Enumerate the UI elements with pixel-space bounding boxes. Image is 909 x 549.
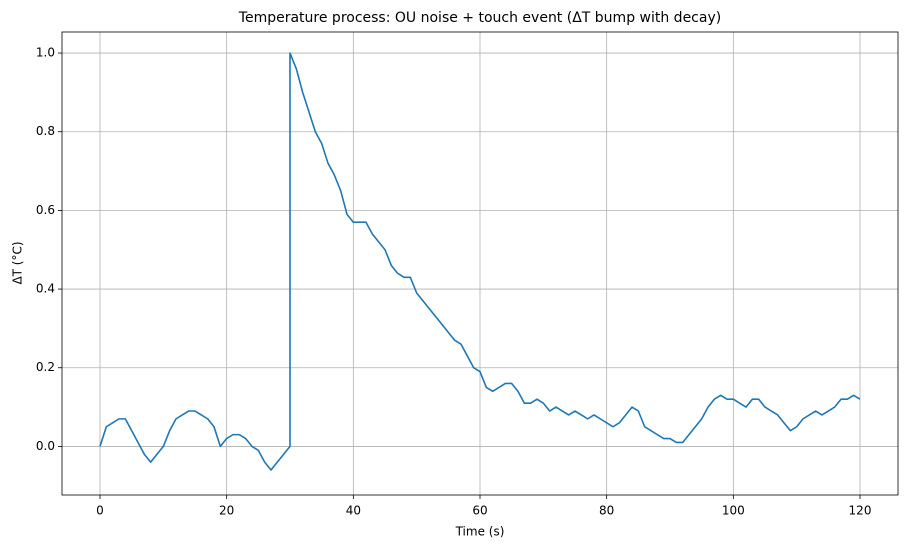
x-tick-label: 40: [346, 504, 361, 518]
chart-title: Temperature process: OU noise + touch ev…: [238, 10, 721, 26]
y-tick-label: 0.2: [36, 360, 55, 374]
plot-frame: [61, 31, 899, 496]
y-axis-label: ΔT (°C): [11, 241, 25, 284]
x-tick-label: 60: [472, 504, 487, 518]
x-tick-label: 120: [849, 504, 872, 518]
x-tick-label: 100: [722, 504, 745, 518]
x-axis-label: Time (s): [455, 525, 505, 539]
x-tick-label: 80: [599, 504, 614, 518]
x-tick-label: 0: [96, 504, 104, 518]
y-tick-label: 0.0: [36, 439, 55, 453]
y-tick-label: 1.0: [36, 46, 55, 60]
y-tick-label: 0.4: [36, 282, 55, 296]
data-line: [99, 52, 861, 471]
y-tick-label: 0.6: [36, 203, 55, 217]
x-tick-label: 20: [219, 504, 234, 518]
y-tick-label: 0.8: [36, 124, 55, 138]
